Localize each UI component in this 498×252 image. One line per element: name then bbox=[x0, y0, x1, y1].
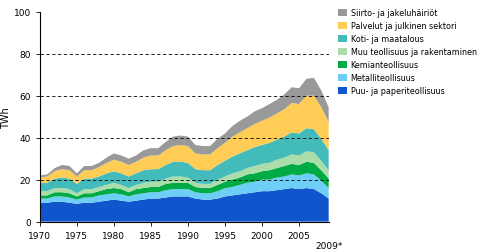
Text: 2009*: 2009* bbox=[315, 241, 342, 249]
Y-axis label: TWh: TWh bbox=[1, 106, 11, 128]
Legend: Siirto- ja jakeluhäiriöt, Palvelut ja julkinen sektori, Koti- ja maatalous, Muu : Siirto- ja jakeluhäiriöt, Palvelut ja ju… bbox=[338, 9, 477, 96]
